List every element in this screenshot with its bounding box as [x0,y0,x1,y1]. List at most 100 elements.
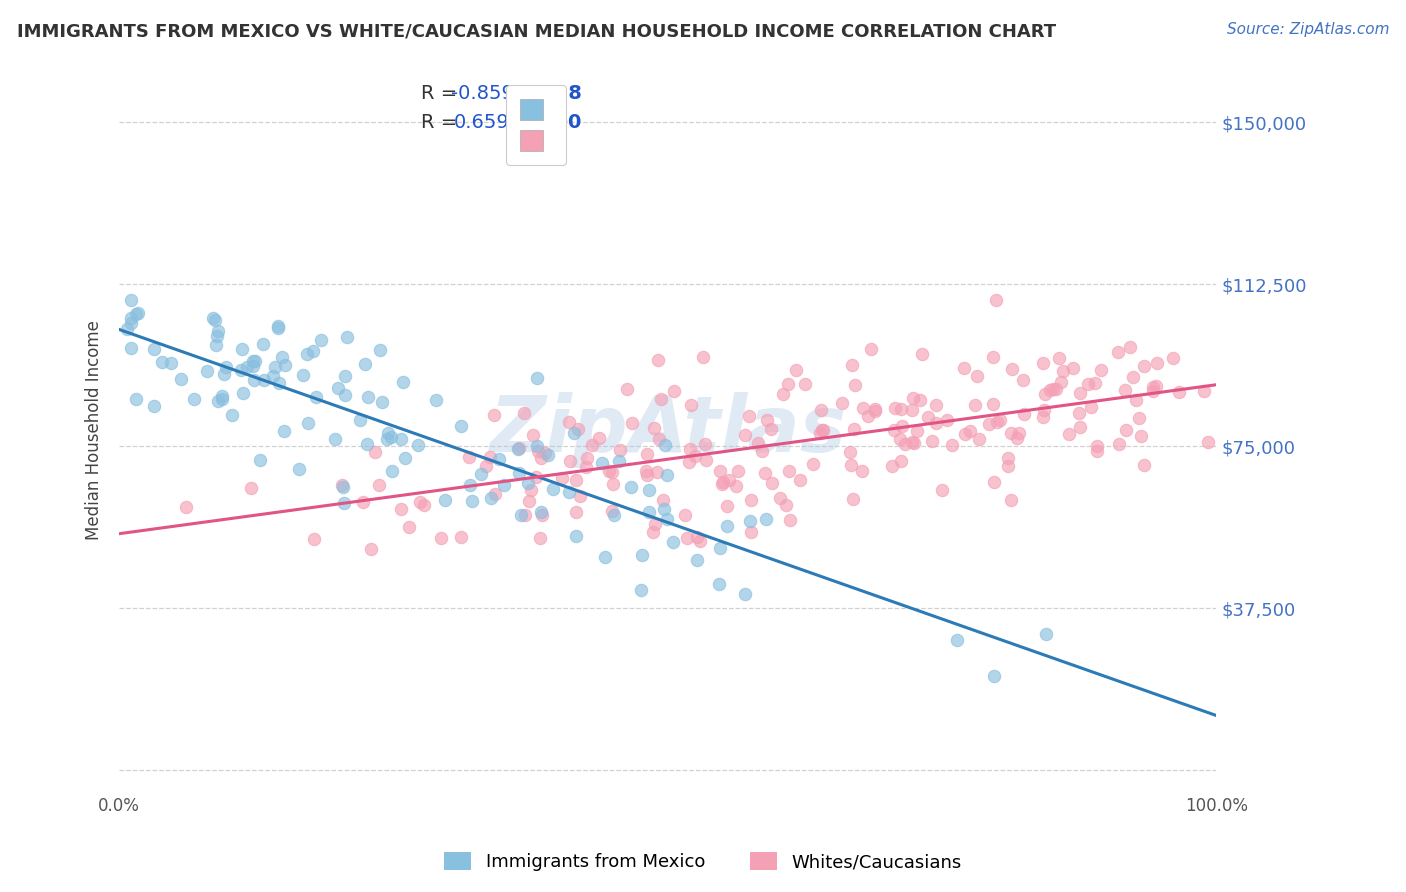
Point [120,341,142,355]
Point [638,483,661,498]
Point [801,457,824,471]
Point [645,466,668,480]
Point [921,434,943,449]
Point [969,432,991,446]
Point [740,525,762,540]
Point [325,432,347,446]
Point [530,505,553,519]
Point [754,466,776,480]
Point [508,442,530,456]
Point [1045,382,1067,396]
Point [789,473,811,487]
Point [232,386,254,401]
Point [183,392,205,406]
Point [643,420,665,434]
Point [630,548,652,562]
Point [332,480,354,494]
Point [963,398,986,412]
Point [686,530,709,544]
Point [716,519,738,533]
Point [370,395,392,409]
Point [602,477,624,491]
Point [620,480,643,494]
Point [907,424,929,438]
Point [1033,387,1056,401]
Point [239,481,262,495]
Text: Source: ZipAtlas.com: Source: ZipAtlas.com [1226,22,1389,37]
Point [530,451,553,466]
Point [695,453,717,467]
Point [434,493,457,508]
Point [983,475,1005,489]
Point [986,293,1008,308]
Point [839,458,862,472]
Point [686,553,709,567]
Text: R =: R = [420,113,464,132]
Point [558,484,581,499]
Point [368,478,391,492]
Point [517,476,540,491]
Point [1062,360,1084,375]
Point [884,401,907,416]
Point [305,390,328,404]
Point [662,384,685,399]
Point [644,516,666,531]
Point [1000,425,1022,440]
Point [647,353,669,368]
Point [1114,383,1136,397]
Point [966,369,988,384]
Point [1052,364,1074,378]
Point [245,354,267,368]
Point [654,438,676,452]
Text: IMMIGRANTS FROM MEXICO VS WHITE/CAUCASIAN MEDIAN HOUSEHOLD INCOME CORRELATION CH: IMMIGRANTS FROM MEXICO VS WHITE/CAUCASIA… [17,22,1056,40]
Point [986,415,1008,429]
Point [1032,410,1054,425]
Point [450,530,472,544]
Point [953,426,976,441]
Point [529,531,551,545]
Point [983,669,1005,683]
Legend: , : , [506,86,567,165]
Point [567,422,589,436]
Point [558,415,581,429]
Point [894,437,917,451]
Point [517,493,540,508]
Point [591,456,613,470]
Point [638,504,661,518]
Point [457,450,479,464]
Point [513,406,536,420]
Point [652,501,675,516]
Point [842,422,865,436]
Point [811,423,834,437]
Point [842,491,865,506]
Legend: Immigrants from Mexico, Whites/Caucasians: Immigrants from Mexico, Whites/Caucasian… [437,845,969,879]
Point [509,508,531,522]
Point [270,350,292,364]
Point [662,535,685,549]
Point [1084,376,1107,390]
Point [349,412,371,426]
Point [707,577,730,591]
Point [287,462,309,476]
Text: 118: 118 [541,85,582,103]
Point [335,368,357,383]
Point [808,425,831,440]
Point [882,458,904,473]
Point [844,377,866,392]
Point [391,502,413,516]
Point [537,449,560,463]
Point [675,531,697,545]
Point [527,444,550,458]
Point [738,409,761,423]
Point [709,464,731,478]
Point [941,438,963,452]
Point [406,438,429,452]
Point [734,427,756,442]
Point [450,419,472,434]
Point [1033,402,1056,417]
Point [917,409,939,424]
Point [195,364,218,378]
Point [474,459,496,474]
Point [252,336,274,351]
Point [983,397,1005,411]
